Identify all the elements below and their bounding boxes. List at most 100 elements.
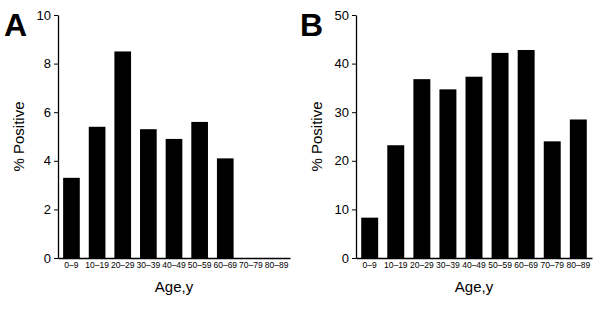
tick-label: 50–59 [188, 260, 212, 270]
y-tick: 30 [335, 105, 356, 120]
bar [191, 122, 208, 258]
y-tick: 8 [44, 56, 58, 71]
tick-label: 30 [335, 105, 349, 120]
x-tick: 60–69 [213, 258, 237, 270]
figure: 02468100–910–1920–2930–3940–4950–5960–69… [0, 0, 600, 321]
x-tick: 80–89 [566, 258, 590, 270]
tick-label: 50 [335, 8, 349, 23]
bar [570, 119, 587, 258]
y-tick: 50 [335, 8, 356, 23]
bar [466, 77, 483, 258]
bars [63, 51, 233, 258]
tick-mark [54, 209, 58, 210]
tick-label: 0–9 [363, 260, 377, 270]
x-tick: 10–19 [85, 258, 109, 270]
tick-label: 30–39 [436, 260, 460, 270]
axis-line [357, 258, 593, 259]
y-tick: 20 [335, 153, 356, 168]
x-tick: 70–79 [540, 258, 564, 270]
panel-title: B [300, 7, 323, 43]
tick-mark [54, 64, 58, 65]
tick-mark [54, 15, 58, 16]
tick-label: 10–19 [384, 260, 408, 270]
tick-label: 20–29 [111, 260, 135, 270]
x-tick: 0–9 [64, 258, 78, 270]
tick-label: 0 [44, 251, 51, 266]
bar [492, 53, 509, 258]
x-tick: 30–39 [137, 258, 161, 270]
tick-label: 10 [335, 202, 349, 217]
tick-mark [352, 112, 356, 113]
tick-label: 0–9 [64, 260, 78, 270]
y-tick: 0 [342, 251, 356, 266]
tick-label: 70–79 [540, 260, 564, 270]
tick-label: 8 [44, 56, 51, 71]
tick-label: 2 [44, 202, 51, 217]
bar [387, 145, 404, 258]
tick-mark [352, 161, 356, 162]
tick-label: 10 [37, 8, 51, 23]
y-axis: 0 2 4 6 8 10 [37, 8, 59, 266]
tick-mark [352, 15, 356, 16]
x-tick: 70–79 [239, 258, 263, 270]
bar [544, 141, 561, 258]
y-tick: 10 [335, 202, 356, 217]
tick-label: 60–69 [514, 260, 538, 270]
x-axis-title: Age,y [455, 278, 494, 295]
y-tick: 6 [44, 105, 58, 120]
tick-label: 40–49 [462, 260, 486, 270]
x-tick: 20–29 [111, 258, 135, 270]
bar [439, 89, 456, 258]
tick-label: 4 [44, 153, 51, 168]
bar [413, 79, 430, 258]
tick-mark [352, 209, 356, 210]
y-axis-title: % Positive [308, 101, 325, 171]
tick-label: 0 [342, 251, 349, 266]
tick-mark [352, 64, 356, 65]
bars [361, 50, 587, 258]
x-tick: 40–49 [162, 258, 186, 270]
tick-label: 70–79 [239, 260, 263, 270]
tick-label: 80–89 [566, 260, 590, 270]
x-tick: 10–19 [384, 258, 408, 270]
x-tick: 20–29 [410, 258, 434, 270]
bar [89, 127, 106, 258]
bar [140, 129, 157, 258]
tick-label: 20 [335, 153, 349, 168]
tick-label: 40 [335, 56, 349, 71]
panel: 0 2 4 6 8 10 0–9 10–1920–2930–3940–4950–5960–69… [4, 7, 291, 295]
bar [63, 178, 80, 258]
tick-label: 60–69 [213, 260, 237, 270]
bar [217, 158, 234, 258]
tick-mark [54, 112, 58, 113]
x-tick: 50–59 [488, 258, 512, 270]
x-tick: 0–9 [363, 258, 377, 270]
tick-label: 50–59 [488, 260, 512, 270]
y-tick: 2 [44, 202, 58, 217]
y-tick: 10 [37, 8, 58, 23]
x-axis: 0–9 10–1920–2930–3940–4950–5960–6970–7980… [59, 258, 291, 270]
tick-label: 40–49 [162, 260, 186, 270]
axis-line [58, 16, 59, 259]
axis-line [356, 16, 357, 259]
tick-label: 80–89 [265, 260, 289, 270]
tick-label: 10–19 [85, 260, 109, 270]
bar [361, 218, 378, 258]
x-tick: 80–89 [265, 258, 289, 270]
panel-title: A [4, 7, 27, 43]
bar [166, 139, 183, 258]
x-tick: 30–39 [436, 258, 460, 270]
bar [518, 50, 535, 258]
tick-mark [54, 161, 58, 162]
tick-mark [352, 258, 356, 259]
y-tick: 40 [335, 56, 356, 71]
x-axis: 0–9 10–1920–2930–3940–4950–5960–6970–7980… [357, 258, 593, 270]
x-tick: 50–59 [188, 258, 212, 270]
tick-label: 20–29 [410, 260, 434, 270]
tick-mark [54, 258, 58, 259]
y-tick: 0 [44, 251, 58, 266]
x-tick: 60–69 [514, 258, 538, 270]
y-tick: 4 [44, 153, 58, 168]
tick-label: 30–39 [137, 260, 161, 270]
tick-label: 6 [44, 105, 51, 120]
